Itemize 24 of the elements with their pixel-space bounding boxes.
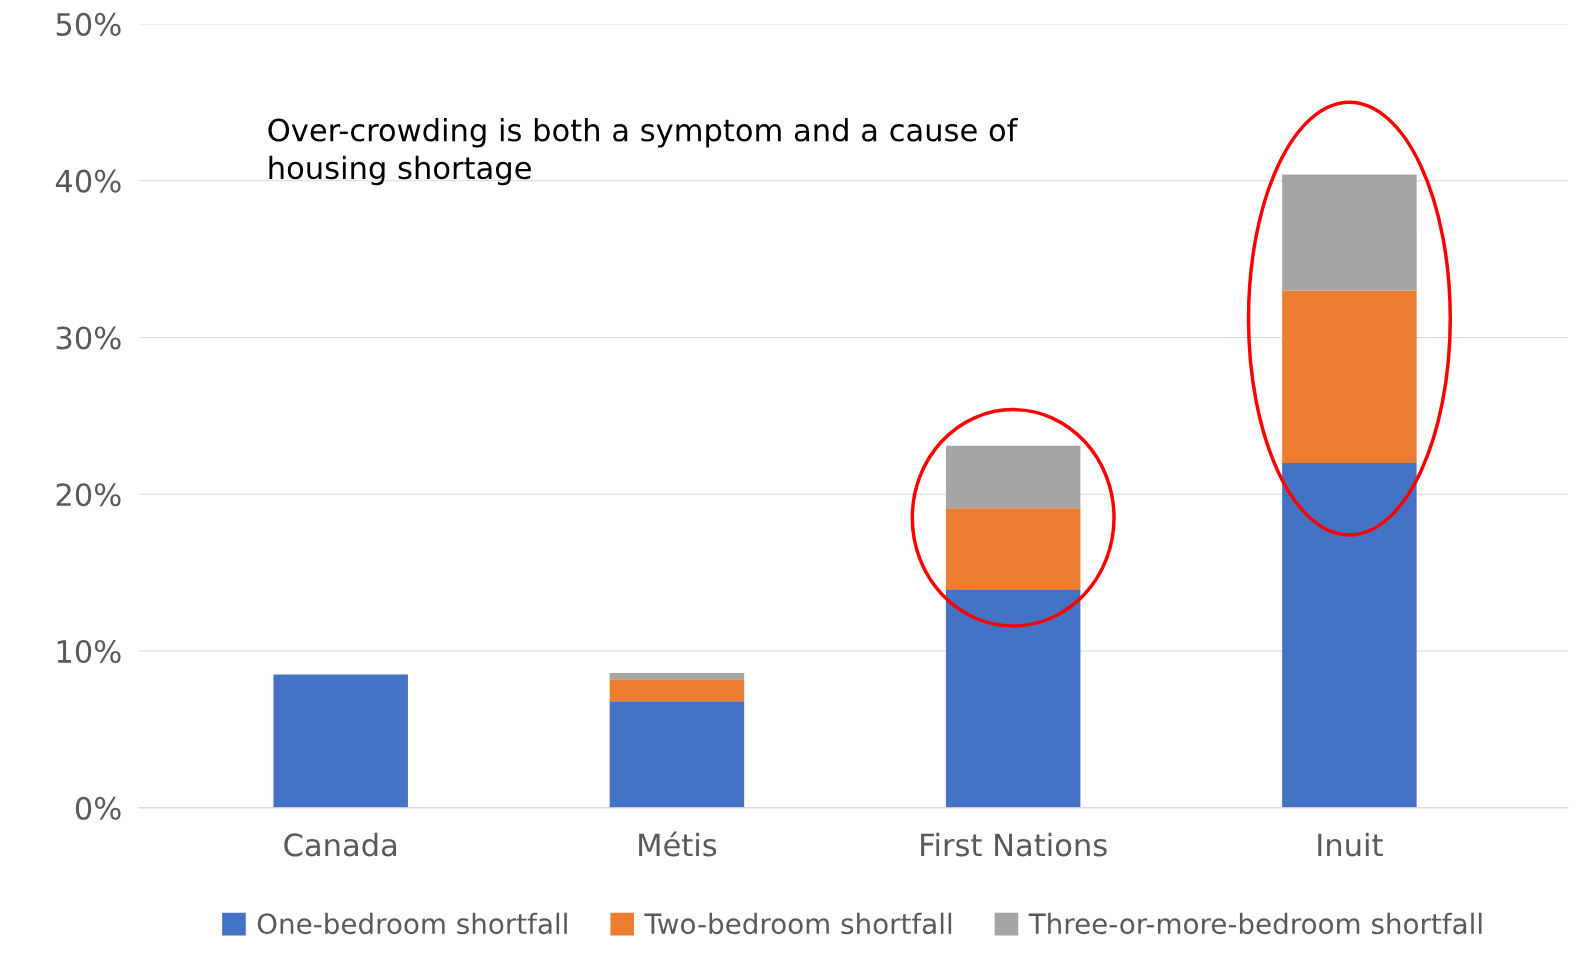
annotation: Over-crowding is both a symptom and a cause of housing shortage — [268, 117, 1019, 186]
bar — [1282, 462, 1417, 808]
legend-label: Two-bedroom shortfall — [644, 912, 952, 935]
y-tick-label: 30% — [56, 326, 121, 350]
y-tick-label: 10% — [57, 639, 121, 664]
legend-label: One-bedroom shortfall — [257, 912, 567, 935]
bar — [609, 679, 745, 702]
y-tick-label: 40% — [55, 169, 121, 193]
bar — [945, 508, 1081, 590]
x-tick-label: Canada — [284, 832, 397, 857]
bar — [1282, 290, 1417, 463]
bar — [273, 674, 408, 808]
y-tick-label: 50% — [56, 12, 121, 36]
y-tick-label: 0% — [75, 796, 121, 820]
bar — [609, 701, 745, 808]
legend-label: Three-or-more-bedroom shortfall — [1028, 912, 1482, 935]
bar — [945, 589, 1081, 808]
x-tick-label: First Nations — [921, 832, 1107, 857]
x-tick-label: Inuit — [1318, 832, 1383, 857]
bar — [609, 672, 745, 680]
bar — [945, 445, 1081, 509]
x-tick-label: Métis — [639, 831, 717, 857]
y-tick-label: 20% — [56, 483, 121, 507]
bar — [1282, 174, 1417, 291]
